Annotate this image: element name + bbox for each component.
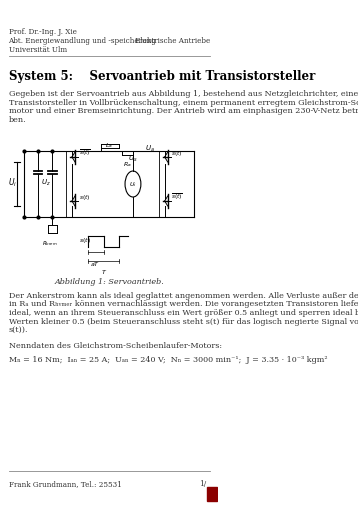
Text: $aT$: $aT$ (90, 260, 100, 268)
Text: $T$: $T$ (101, 268, 107, 275)
Text: $R_{brem}$: $R_{brem}$ (42, 238, 58, 247)
Text: Transistorsteller in Vollbrückenschaltung, einem permanent erregtem Gleichstrom-: Transistorsteller in Vollbrückenschaltun… (9, 98, 358, 106)
Text: $U_a$: $U_a$ (145, 144, 154, 154)
Text: ideal, wenn an ihrem Steueranschluss ein Wert größer 0.5 anliegt und sperren ide: ideal, wenn an ihrem Steueranschluss ein… (9, 309, 358, 316)
Text: Mₙ = 16 Nm;  Iₐₙ = 25 A;  Uₐₙ = 240 V;  Nₙ = 3000 min⁻¹;  J = 3.35 · 10⁻³ kgm²: Mₙ = 16 Nm; Iₐₙ = 25 A; Uₐₙ = 240 V; Nₙ … (9, 356, 327, 363)
Text: $\overline{s(t)}$: $\overline{s(t)}$ (79, 147, 91, 158)
Text: 1/: 1/ (199, 479, 206, 487)
Text: Elektrische Antriebe: Elektrische Antriebe (135, 37, 210, 45)
Text: motor und einer Bremseinrichtung. Der Antrieb wird am einphasigen 230-V-Netz bet: motor und einer Bremseinrichtung. Der An… (9, 107, 358, 115)
Text: in Rₐ und Rₕᵥₘₑᵣ können vernachlässigt werden. Die vorangesetzten Transistoren l: in Rₐ und Rₕᵥₘₑᵣ können vernachlässigt w… (9, 300, 358, 308)
Text: Werten kleiner 0.5 (beim Steueranschluss steht s(t) für das logisch negierte Sig: Werten kleiner 0.5 (beim Steueranschluss… (9, 317, 358, 325)
Text: s(t)).: s(t)). (9, 325, 28, 333)
Bar (207, 487, 217, 501)
Text: $\overline{s(t)}$: $\overline{s(t)}$ (171, 191, 183, 201)
Text: Abbildung 1: Servoantrieb.: Abbildung 1: Servoantrieb. (54, 277, 164, 285)
Text: Universität Ulm: Universität Ulm (9, 46, 67, 54)
Text: $s(t)$: $s(t)$ (79, 235, 91, 244)
Text: $L_a$: $L_a$ (105, 141, 112, 149)
Text: Nenndaten des Gleichstrom-Scheibenlaufer-Motors:: Nenndaten des Gleichstrom-Scheibenlaufer… (9, 341, 222, 349)
Text: Der Ankerstrom kann als ideal geglattet angenommen werden. Alle Verluste außer d: Der Ankerstrom kann als ideal geglattet … (9, 291, 358, 299)
Text: Gegeben ist der Servoantrieb aus Abbildung 1, bestehend aus Netzgleichrichter, e: Gegeben ist der Servoantrieb aus Abbildu… (9, 90, 358, 98)
Text: $U_s$: $U_s$ (128, 154, 138, 164)
Text: ben.: ben. (9, 115, 26, 123)
Text: $R_a$: $R_a$ (123, 160, 132, 169)
Text: $s(t)$: $s(t)$ (171, 148, 183, 157)
Text: Abt. Energiewandlung und -speicherung: Abt. Energiewandlung und -speicherung (9, 37, 156, 45)
Text: $U_i$: $U_i$ (129, 180, 137, 189)
Text: $s(t)$: $s(t)$ (79, 192, 90, 201)
Text: Frank Grundmann, Tel.: 25531: Frank Grundmann, Tel.: 25531 (9, 479, 121, 487)
Text: $U_i$: $U_i$ (8, 176, 17, 189)
Text: $U_z$: $U_z$ (41, 178, 50, 188)
Text: Prof. Dr.-Ing. J. Xie: Prof. Dr.-Ing. J. Xie (9, 28, 76, 36)
Text: System 5:    Servoantrieb mit Transistorsteller: System 5: Servoantrieb mit Transistorste… (9, 70, 315, 83)
